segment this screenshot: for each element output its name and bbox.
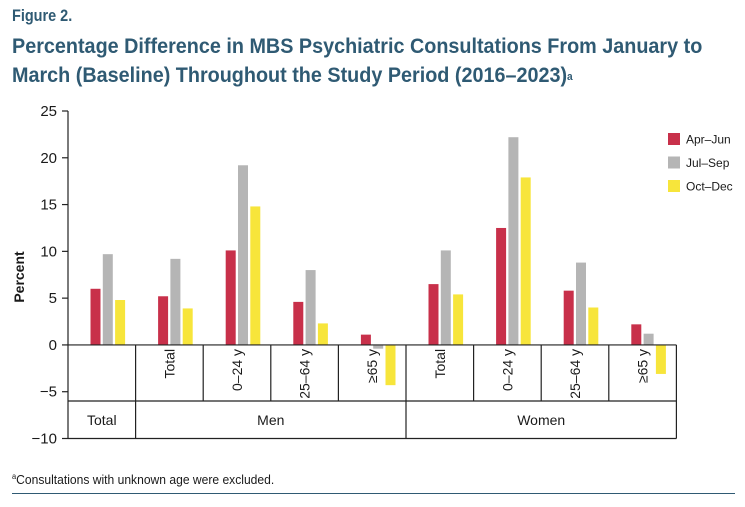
bar-jul-sep-1 <box>170 258 181 345</box>
legend-swatch <box>668 180 680 192</box>
bar-apr-jun-8 <box>631 324 642 345</box>
bar-oct-dec-5 <box>453 294 464 345</box>
group-label-men: Men <box>257 412 284 428</box>
bar-jul-sep-5 <box>440 250 451 345</box>
bar-oct-dec-0 <box>115 300 126 345</box>
figure-title-text: Percentage Difference in MBS Psychiatric… <box>12 34 703 87</box>
footnote-marker: a <box>12 472 17 481</box>
bottom-rule <box>12 493 735 494</box>
title-footnote-marker: a <box>567 71 573 83</box>
bar-apr-jun-1 <box>158 296 169 345</box>
group-label-total: Total <box>87 412 117 428</box>
bar-apr-jun-7 <box>563 290 574 345</box>
y-tick-label: −10 <box>32 431 57 448</box>
y-tick-label: 25 <box>40 103 57 120</box>
legend: Apr–Jun Jul–Sep Oct–Dec <box>668 133 733 194</box>
bar-oct-dec-4 <box>385 344 396 386</box>
legend-label: Oct–Dec <box>686 180 733 194</box>
figure-title: Percentage Difference in MBS Psychiatric… <box>12 32 711 90</box>
bar-apr-jun-6 <box>496 227 507 345</box>
legend-swatch <box>668 133 680 145</box>
bar-apr-jun-2 <box>225 250 236 345</box>
bar-oct-dec-2 <box>250 206 261 345</box>
y-tick-label: 0 <box>49 337 57 354</box>
figure-label: Figure 2. <box>12 6 73 25</box>
y-tick-label: 10 <box>40 243 57 260</box>
bar-apr-jun-5 <box>428 284 439 345</box>
bar-oct-dec-3 <box>317 323 328 345</box>
bar-jul-sep-0 <box>102 254 113 345</box>
bar-oct-dec-7 <box>588 307 599 345</box>
bar-apr-jun-4 <box>360 334 371 345</box>
bars <box>90 137 666 386</box>
bar-oct-dec-6 <box>520 177 531 345</box>
bar-jul-sep-2 <box>238 165 248 345</box>
y-tick-label: 15 <box>40 197 57 214</box>
legend-label: Apr–Jun <box>686 133 731 147</box>
age-label: 25–64 y <box>297 349 313 399</box>
group-label-women: Women <box>517 412 565 428</box>
age-label: ≥65 y <box>364 349 380 383</box>
legend-label: Jul–Sep <box>686 156 730 170</box>
bar-jul-sep-4 <box>373 344 384 349</box>
y-axis: 25 20 15 10 5 0 −5 −10 <box>32 103 69 448</box>
age-label: ≥65 y <box>635 349 651 383</box>
y-tick-label: 5 <box>49 290 57 307</box>
age-label: 0–24 y <box>499 349 515 391</box>
age-label: 25–64 y <box>567 349 583 399</box>
bar-jul-sep-6 <box>508 137 519 345</box>
y-axis-label: Percent <box>11 251 27 303</box>
category-table: Total 0–24 y 25–64 y ≥65 y Total 0–24 y 25–64 … <box>68 344 678 440</box>
footnote: aConsultations with unknown age were exc… <box>12 472 274 487</box>
bar-jul-sep-3 <box>305 270 316 345</box>
bar-oct-dec-8 <box>655 344 666 374</box>
footnote-text: Consultations with unknown age were excl… <box>16 472 275 487</box>
age-label: 0–24 y <box>229 349 245 391</box>
bar-jul-sep-7 <box>576 262 586 345</box>
y-tick-label: 20 <box>40 150 57 167</box>
bar-apr-jun-3 <box>293 301 304 345</box>
age-label: Total <box>432 349 448 379</box>
bar-apr-jun-0 <box>90 288 101 345</box>
age-label: Total <box>161 349 177 379</box>
bar-oct-dec-1 <box>182 308 193 345</box>
bar-jul-sep-8 <box>643 333 654 345</box>
y-tick-label: −5 <box>40 384 57 401</box>
legend-swatch <box>668 156 680 169</box>
